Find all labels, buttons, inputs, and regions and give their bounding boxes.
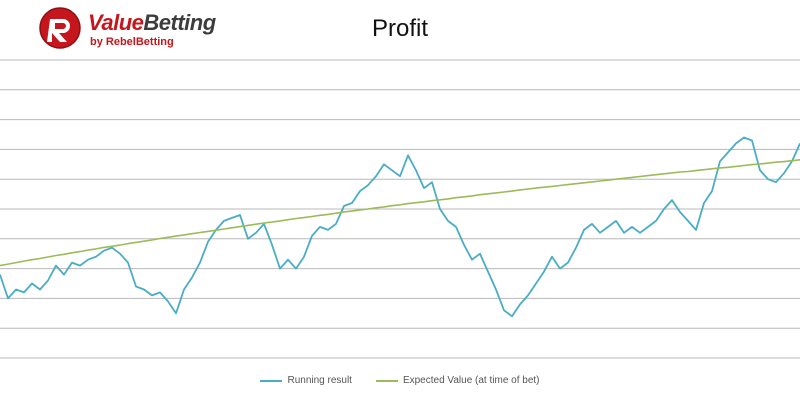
valuebetting-logo: ValueBetting by RebelBetting xyxy=(38,6,218,52)
chart-legend: Running result Expected Value (at time o… xyxy=(0,375,800,386)
logo-word-betting: Betting xyxy=(143,10,216,35)
logo-tagline: by RebelBetting xyxy=(90,36,174,48)
chart-title: Profit xyxy=(371,15,428,42)
logo-wordmark: ValueBetting xyxy=(88,10,216,36)
logo-word-value: Value xyxy=(88,10,144,35)
series-line-expected-value-at-time-of-bet xyxy=(0,159,800,267)
legend-label-running-result: Running result xyxy=(287,375,352,386)
grid-lines xyxy=(0,59,800,359)
legend-label-expected-value: Expected Value (at time of bet) xyxy=(402,375,540,386)
legend-item-running-result: Running result xyxy=(260,375,352,386)
legend-swatch-running-result xyxy=(260,379,283,382)
legend-item-expected-value: Expected Value (at time of bet) xyxy=(375,375,540,386)
logo-mark-icon xyxy=(39,7,81,49)
series-lines xyxy=(0,136,800,318)
series-line-running-result xyxy=(0,136,800,318)
legend-swatch-expected-value xyxy=(375,379,398,382)
